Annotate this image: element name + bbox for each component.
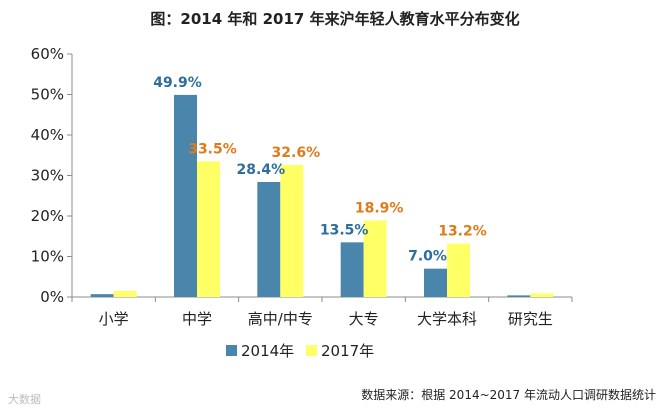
x-tick-label: 高中/中专 xyxy=(248,310,313,328)
x-tick-label: 中学 xyxy=(182,310,212,328)
axes: 0% 10% 20% 30% 40% 50% 60% 小学 中学 高中/中专 大专 大学本科 研究生 xyxy=(31,45,573,328)
data-label-2014年-中学: 49.9% xyxy=(153,75,202,91)
data-label-2017年-中学: 33.5% xyxy=(188,141,237,157)
bar-2017年-大学本科 xyxy=(447,243,470,297)
bar-2014年-研究生 xyxy=(507,295,531,297)
legend-swatch-2017年 xyxy=(306,345,317,356)
y-tick-label: 10% xyxy=(31,248,64,266)
bars xyxy=(90,94,554,297)
y-tick-label: 50% xyxy=(31,86,64,104)
data-source-note: 数据来源：根据 2014~2017 年流动人口调研数据统计 xyxy=(361,388,656,402)
x-tick-label: 小学 xyxy=(99,310,129,328)
y-tick-label: 20% xyxy=(31,207,64,225)
x-tick-label: 大学本科 xyxy=(417,310,477,328)
legend-label-2017年: 2017年 xyxy=(321,342,374,360)
bar-2017年-高中/中专 xyxy=(280,164,304,297)
data-label-2017年-大学本科: 13.2% xyxy=(438,224,487,240)
legend-swatch-2014年 xyxy=(226,345,237,356)
data-labels: 49.9% 28.4% 13.5% 7.0% 33.5% 32.6% 18.9% 13.2% xyxy=(153,75,487,265)
legend-label-2014年: 2014年 xyxy=(241,342,294,360)
data-label-2014年-高中/中专: 28.4% xyxy=(237,162,286,178)
bar-2014年-高中/中专 xyxy=(257,181,281,297)
y-tick-label: 40% xyxy=(31,126,64,144)
x-tick-label: 研究生 xyxy=(508,310,553,328)
bar-2014年-中学 xyxy=(174,94,197,297)
y-tick-label: 0% xyxy=(40,288,64,306)
y-tick-label: 30% xyxy=(31,167,64,185)
data-label-2014年-大专: 13.5% xyxy=(320,222,369,238)
legend: 2014年 2017年 xyxy=(226,342,374,360)
bar-2017年-中学 xyxy=(197,161,220,297)
data-label-2017年-大专: 18.9% xyxy=(355,200,404,216)
y-tick-label: 60% xyxy=(31,45,64,63)
bar-2017年-研究生 xyxy=(530,293,554,297)
bar-2014年-小学 xyxy=(90,294,114,297)
chart-title: 图：2014 年和 2017 年来沪年轻人教育水平分布变化 xyxy=(150,10,520,28)
bar-2017年-大专 xyxy=(363,220,387,297)
bar-2017年-小学 xyxy=(113,290,137,297)
data-label-2017年-高中/中专: 32.6% xyxy=(272,145,321,161)
bar-2014年-大学本科 xyxy=(424,268,447,297)
watermark-logo: 大数据 xyxy=(8,393,41,406)
data-label-2014年-大学本科: 7.0% xyxy=(408,249,447,265)
bar-2014年-大专 xyxy=(340,242,364,297)
x-tick-label: 大专 xyxy=(349,310,379,328)
